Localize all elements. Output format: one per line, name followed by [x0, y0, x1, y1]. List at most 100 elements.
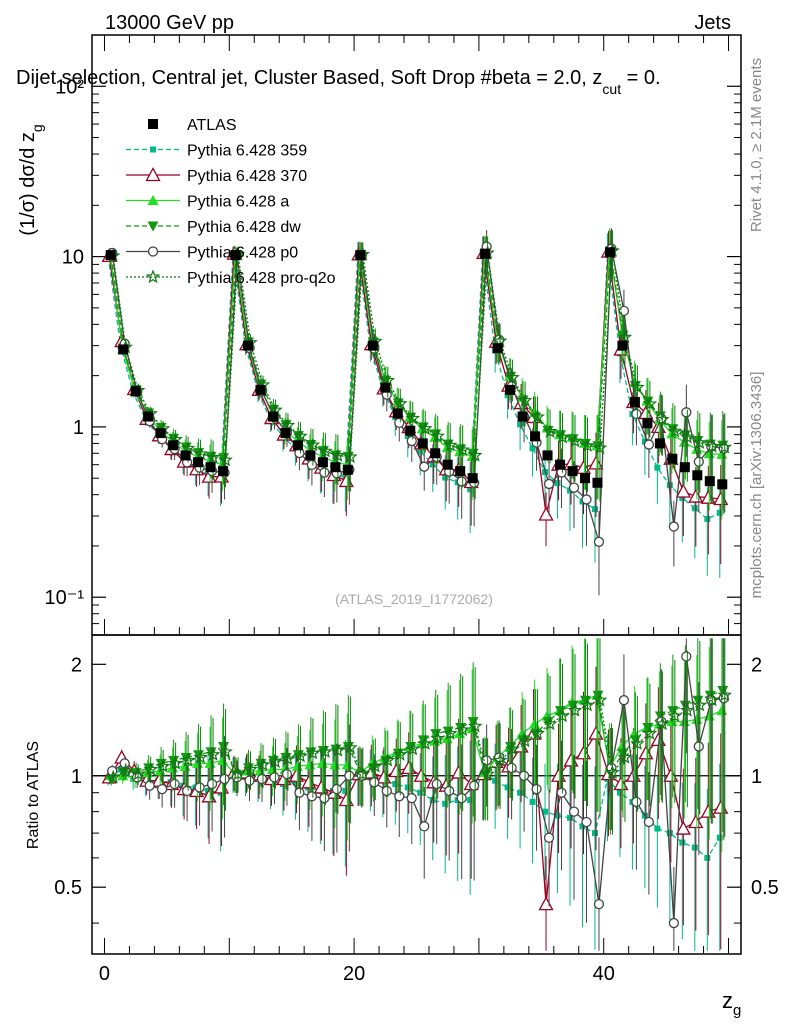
- ratio-point: [663, 767, 679, 782]
- atlas-data-point: [592, 477, 603, 488]
- ratio-point: [430, 730, 445, 745]
- mc-point: [668, 521, 680, 532]
- atlas-data-point: [717, 479, 728, 490]
- mc-point: [593, 536, 605, 547]
- ratio-point: [613, 776, 629, 791]
- ratio-point: [518, 770, 530, 781]
- ratio-point: [567, 814, 574, 821]
- atlas-data-point: [567, 466, 578, 477]
- y-axis-label-main: (1/σ) dσ/d zg: [17, 124, 45, 235]
- mc-point: [705, 438, 720, 453]
- ratio-point: [467, 797, 474, 804]
- ratio-point: [692, 695, 704, 706]
- ratio-point: [456, 792, 467, 804]
- ratio-point: [301, 774, 317, 789]
- ratio-y-tick-label-right: 2: [751, 654, 762, 676]
- ratio-point: [543, 832, 555, 843]
- atlas-data-point: [417, 438, 428, 449]
- ratio-point: [430, 729, 442, 740]
- ratio-point: [556, 787, 567, 798]
- atlas-data-point: [430, 448, 441, 459]
- legend-label: Pythia 6.428 p0: [187, 245, 298, 262]
- ratio-point: [319, 792, 330, 804]
- mc-point: [319, 467, 330, 478]
- ratio-point: [293, 748, 308, 763]
- ratio-point: [643, 816, 655, 828]
- atlas-data-point: [455, 466, 466, 477]
- ratio-point: [292, 779, 299, 786]
- ratio-point: [306, 791, 318, 802]
- main-y-tick-label: 10: [62, 247, 84, 269]
- ratio-point: [567, 702, 583, 717]
- ratio-point: [480, 766, 495, 781]
- ratio-point: [481, 755, 492, 766]
- ratio-point: [181, 785, 193, 797]
- mc-point: [505, 369, 520, 384]
- ratio-point: [654, 825, 661, 832]
- ratio-plot-area: [101, 638, 733, 951]
- mc-point: [688, 488, 704, 503]
- mc-point: [568, 482, 580, 493]
- atlas-data-point: [530, 431, 541, 442]
- legend-marker: [150, 146, 156, 153]
- atlas-data-point: [267, 411, 278, 422]
- mc-point: [666, 482, 673, 489]
- ratio-point: [693, 741, 704, 752]
- atlas-data-point: [168, 440, 179, 451]
- legend-label: ATLAS: [187, 117, 237, 134]
- ratio-point: [444, 785, 455, 797]
- atlas-data-point: [517, 411, 528, 422]
- ratio-point: [618, 695, 630, 706]
- atlas-data-point: [342, 464, 353, 475]
- ratio-point: [617, 748, 629, 759]
- mcplots-label: mcplots.cern.ch [arXiv:1306.3436]: [748, 372, 765, 599]
- ratio-point: [617, 749, 633, 764]
- atlas-data-point: [155, 428, 166, 439]
- mc-point: [693, 456, 704, 467]
- ratio-point: [118, 763, 133, 778]
- ratio-point: [218, 744, 233, 759]
- ratio-y-ticks: 0.5 0.5 1 1 2 2: [54, 654, 779, 924]
- ratio-point: [180, 752, 196, 767]
- ratio-point: [417, 735, 429, 746]
- mc-point: [618, 305, 630, 317]
- mc-point: [405, 410, 421, 425]
- x-tick-label: 20: [343, 963, 365, 985]
- ratio-point: [369, 777, 380, 788]
- analysis-watermark: (ATLAS_2019_I1772062): [335, 591, 493, 607]
- main-plot-area: [101, 228, 733, 596]
- rivet-version-label: Rivet 4.1.0, ≥ 2.1M events: [748, 58, 765, 232]
- atlas-data-point: [180, 450, 191, 461]
- ratio-point: [417, 789, 424, 796]
- atlas-data-point: [280, 428, 291, 439]
- ratio-point: [244, 775, 255, 786]
- ratio-point: [554, 812, 561, 819]
- ratio-point: [631, 796, 642, 808]
- ratio-point: [666, 830, 673, 837]
- ratio-point: [629, 735, 641, 746]
- mc-point: [517, 393, 533, 407]
- ratio-point: [442, 800, 449, 807]
- main-y-tick-label: 10²: [55, 76, 84, 98]
- mc-point: [643, 439, 655, 450]
- legend-marker: [145, 167, 161, 182]
- mc-point: [538, 506, 554, 521]
- ratio-point: [155, 758, 171, 773]
- mc-point: [717, 439, 733, 454]
- ratio-point: [105, 769, 121, 784]
- mc-point: [630, 379, 645, 394]
- ratio-point: [704, 854, 711, 861]
- ratio-point: [401, 760, 417, 775]
- atlas-data-point: [193, 457, 204, 468]
- mc-point: [467, 447, 483, 462]
- ratio-point: [716, 705, 728, 716]
- mc-point: [467, 486, 474, 493]
- atlas-data-point: [492, 343, 503, 354]
- mc-point: [681, 407, 692, 418]
- mc-point: [581, 494, 592, 505]
- ratio-point: [593, 898, 605, 910]
- atlas-data-point: [642, 418, 653, 429]
- mc-point: [517, 421, 524, 428]
- ratio-point: [713, 799, 729, 814]
- ratio-point: [667, 708, 683, 723]
